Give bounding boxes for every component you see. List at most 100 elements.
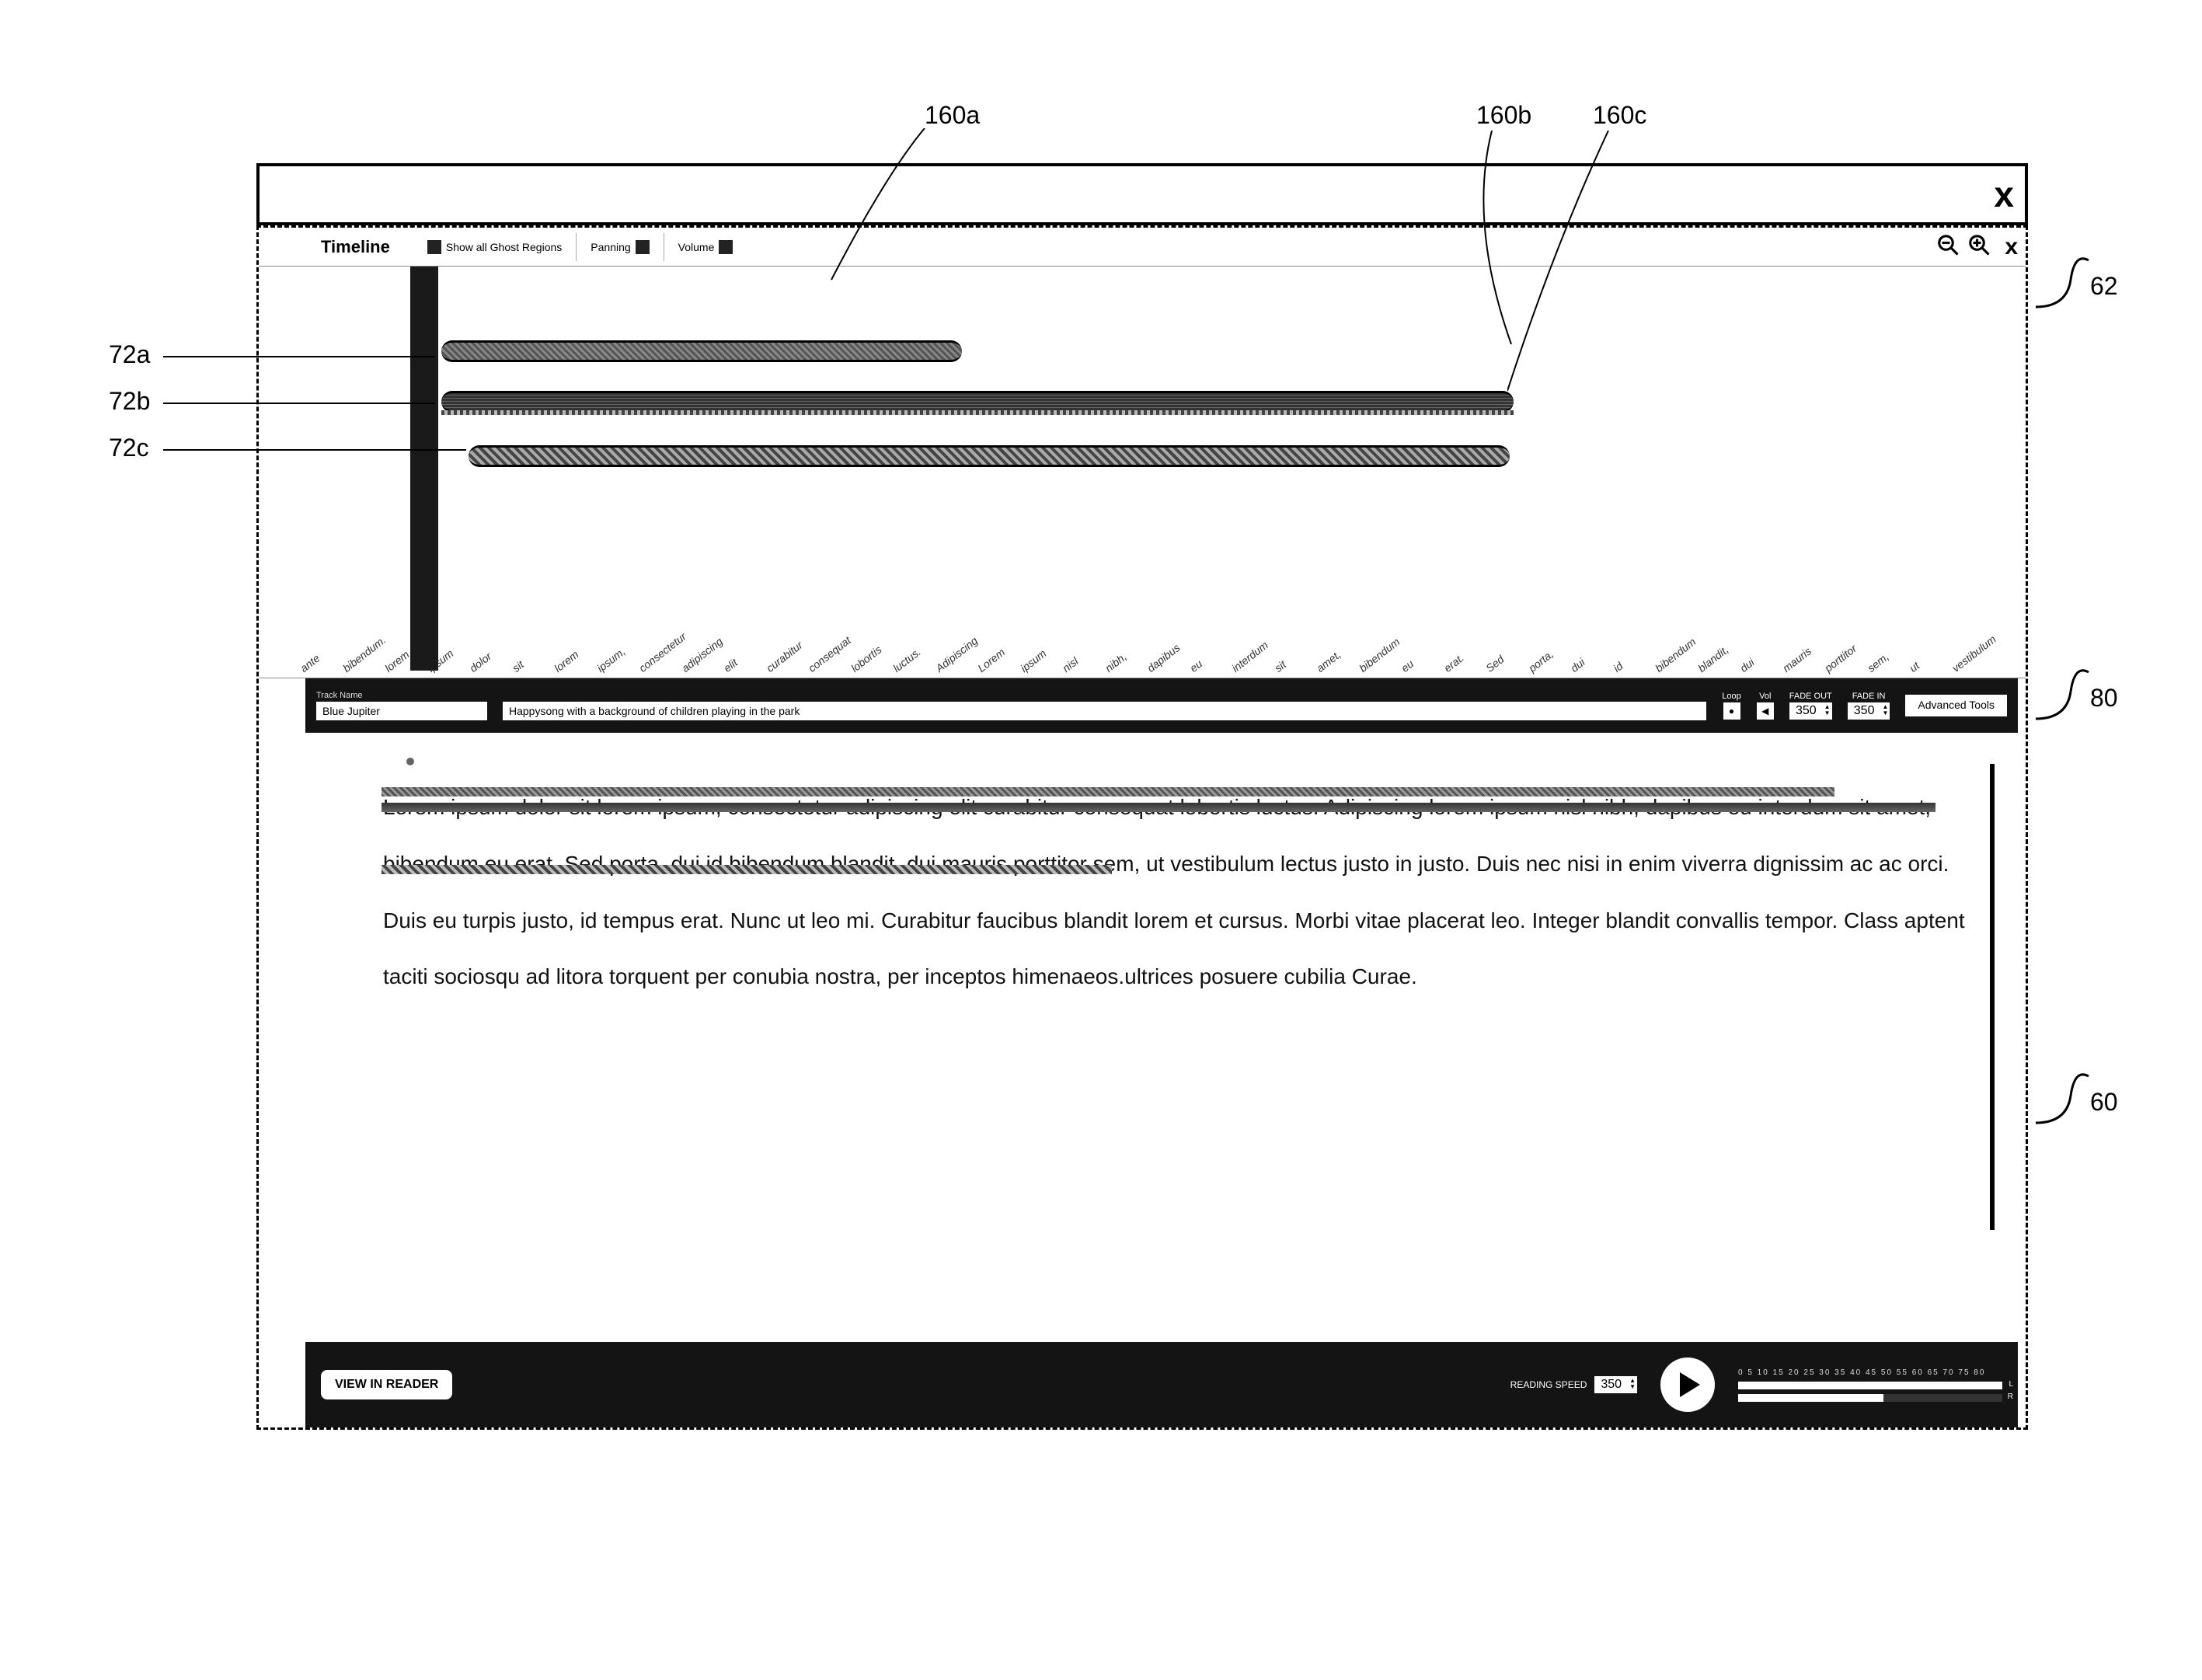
ruler-word: erat. (1441, 651, 1466, 674)
fade-in-control[interactable]: FADE IN 350 ▲▼ (1848, 692, 1890, 720)
play-icon (1680, 1372, 1700, 1397)
meter-scale: 0 5 10 15 20 25 30 35 40 45 50 55 60 65 … (1738, 1368, 2002, 1377)
description-label (503, 691, 1706, 700)
ruler-word: interdum (1229, 639, 1270, 674)
ghost-toggle[interactable]: Show all Ghost Regions (427, 233, 577, 261)
vol-control[interactable]: Vol ◀ (1757, 692, 1774, 720)
ruler-word: nibh, (1103, 650, 1129, 674)
advanced-label: Advanced Tools (1918, 699, 1995, 711)
vol-icon: ◀ (1757, 702, 1774, 720)
description-value: Happysong with a background of children … (503, 702, 1706, 720)
footer-bar: VIEW IN READER READING SPEED 350 ▲▼ 0 5 … (305, 1342, 2018, 1427)
ruler-word: eu (1399, 657, 1416, 674)
playhead[interactable] (410, 267, 438, 671)
track-name-value: Blue Jupiter (316, 702, 487, 720)
ruler-word: dapibus (1145, 641, 1183, 674)
meter-r-label: R (2008, 1392, 2013, 1401)
ref-62: 62 (2090, 272, 2118, 301)
panning-toggle[interactable]: Panning (591, 233, 664, 261)
ruler-word: elit (721, 656, 740, 674)
speed-label: READING SPEED (1510, 1379, 1587, 1390)
advanced-tools-button[interactable]: Advanced Tools (1905, 695, 2007, 716)
cursor-dot (406, 758, 414, 765)
ruler-word: bibendum (1653, 636, 1698, 674)
ruler-word: bibendum (1357, 636, 1402, 674)
ruler-word: lorem (382, 648, 411, 674)
brace-60 (2036, 1065, 2090, 1127)
ruler-word: consequat (806, 634, 853, 674)
lead-160a (824, 128, 948, 284)
ruler-word: dolor (467, 650, 493, 674)
track-region-b[interactable] (441, 391, 1514, 413)
ruler-word: luctus. (890, 645, 923, 674)
reader-text: Lorem ipsum dolor sit lorem ipsum, conse… (383, 779, 1971, 1006)
main-panel: Timeline Show all Ghost Regions Panning … (256, 225, 2028, 1430)
description-field[interactable]: Happysong with a background of children … (503, 691, 1706, 720)
timeline-title: Timeline (321, 237, 390, 257)
ref-60: 60 (2090, 1088, 2118, 1117)
word-ruler: antebibendum.loremipsumdolorsitloremipsu… (305, 636, 2018, 674)
ruler-word: amet, (1314, 648, 1343, 674)
meter-r: R (1738, 1394, 2002, 1402)
stepper-arrows[interactable]: ▲▼ (1823, 702, 1832, 720)
speed-stepper[interactable]: 350 ▲▼ (1594, 1376, 1637, 1393)
vol-label: Vol (1759, 692, 1771, 701)
close-icon[interactable]: x (1994, 173, 2014, 215)
volume-label: Volume (678, 241, 715, 253)
stepper-arrows[interactable]: ▲▼ (1628, 1376, 1637, 1393)
track-region-c[interactable] (469, 445, 1510, 467)
callout-160c: 160c (1593, 101, 1646, 130)
track-name-field[interactable]: Track Name Blue Jupiter (316, 691, 487, 720)
close-icon[interactable]: x (2005, 234, 2018, 260)
lead-160c (1507, 131, 1616, 395)
stepper-arrows[interactable]: ▲▼ (1880, 702, 1890, 720)
brace-80 (2036, 660, 2090, 723)
ruler-word: Adipiscing (933, 634, 980, 674)
fade-out-label: FADE OUT (1789, 692, 1832, 701)
zoom-out-icon[interactable] (1936, 233, 1960, 260)
callout-160b: 160b (1476, 101, 1531, 130)
zoom-in-icon[interactable] (1967, 233, 1991, 260)
fade-in-value: 350 (1848, 702, 1881, 720)
lead-72a (163, 356, 435, 357)
timeline-body[interactable]: antebibendum.loremipsumdolorsitloremipsu… (259, 267, 2026, 678)
ruler-word: ipsum, (594, 645, 627, 674)
underline-c (382, 865, 1112, 874)
view-reader-button[interactable]: VIEW IN READER (321, 1370, 452, 1399)
callout-72a: 72a (109, 340, 150, 369)
track-region-a[interactable] (441, 340, 962, 362)
ruler-word: sit (510, 658, 526, 674)
ruler-word: eu (1187, 657, 1204, 674)
checkbox-icon (427, 240, 441, 254)
timeline-header: Timeline Show all Ghost Regions Panning … (259, 228, 2026, 267)
ruler-word: consectetur (636, 630, 688, 674)
fade-out-control[interactable]: FADE OUT 350 ▲▼ (1789, 692, 1832, 720)
ruler-word: dui (1568, 656, 1587, 674)
brace-62 (2036, 249, 2090, 311)
ruler-word: ipsum (1018, 647, 1048, 674)
level-meters: 0 5 10 15 20 25 30 35 40 45 50 55 60 65 … (1738, 1368, 2002, 1402)
ruler-word: ante (298, 652, 322, 674)
fade-in-label: FADE IN (1852, 692, 1886, 701)
reader-panel[interactable]: Lorem ipsum dolor sit lorem ipsum, conse… (305, 741, 2018, 1342)
volume-toggle[interactable]: Volume (678, 233, 747, 261)
play-button[interactable] (1660, 1358, 1715, 1412)
ruler-word: porttitor (1822, 642, 1859, 674)
ruler-word: sit (1272, 658, 1288, 674)
ruler-word: curabitur (764, 639, 805, 674)
callout-72c: 72c (109, 434, 149, 462)
checkbox-icon (719, 240, 733, 254)
ruler-word: vestibulum (1949, 633, 1998, 674)
ruler-word: mauris (1780, 645, 1814, 674)
loop-label: Loop (1722, 692, 1740, 701)
ruler-word: bibendum. (340, 633, 388, 674)
fade-out-value: 350 (1789, 702, 1823, 720)
loop-control[interactable]: Loop ● (1722, 692, 1740, 720)
ruler-word: blandit, (1695, 643, 1730, 674)
scrollbar[interactable] (1990, 764, 1995, 1230)
track-control-bar: Track Name Blue Jupiter Happysong with a… (305, 678, 2018, 733)
checkbox-icon (636, 240, 650, 254)
callout-160a: 160a (925, 101, 980, 130)
ruler-word: nisl (1060, 654, 1080, 674)
panning-label: Panning (591, 241, 630, 253)
